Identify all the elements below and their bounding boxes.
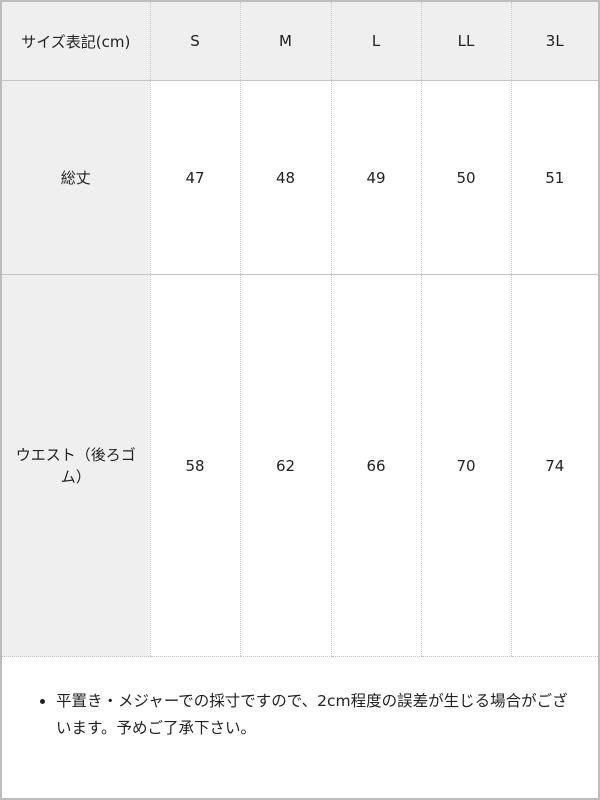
- table-row: ウエスト（後ろゴム） 58 62 66 70 74: [2, 274, 598, 657]
- measurement-note: 平置き・メジャーでの採寸ですので、2cm程度の誤差が生じる場合がございます。予め…: [40, 688, 570, 742]
- cell: 49: [330, 80, 421, 275]
- cell: 58: [149, 274, 240, 657]
- cell: 50: [420, 80, 511, 275]
- header-m: M: [239, 2, 331, 81]
- size-table: サイズ表記(cm) S M L LL 3L 総丈 47 48 49 50 51 …: [2, 2, 598, 657]
- header-ll: LL: [420, 2, 511, 81]
- table-row: 総丈 47 48 49 50 51: [2, 80, 598, 275]
- note-item: 平置き・メジャーでの採寸ですので、2cm程度の誤差が生じる場合がございます。予め…: [56, 688, 570, 742]
- cell: 74: [510, 274, 598, 657]
- header-l: L: [330, 2, 421, 81]
- cell: 66: [330, 274, 421, 657]
- row-label: 総丈: [2, 80, 150, 275]
- header-size-label: サイズ表記(cm): [2, 2, 150, 81]
- cell: 48: [239, 80, 331, 275]
- header-3l: 3L: [510, 2, 598, 81]
- cell: 47: [149, 80, 240, 275]
- row-label: ウエスト（後ろゴム）: [2, 274, 150, 657]
- cell: 70: [420, 274, 511, 657]
- cell: 62: [239, 274, 331, 657]
- header-row: サイズ表記(cm) S M L LL 3L: [2, 2, 598, 81]
- cell: 51: [510, 80, 598, 275]
- header-s: S: [149, 2, 240, 81]
